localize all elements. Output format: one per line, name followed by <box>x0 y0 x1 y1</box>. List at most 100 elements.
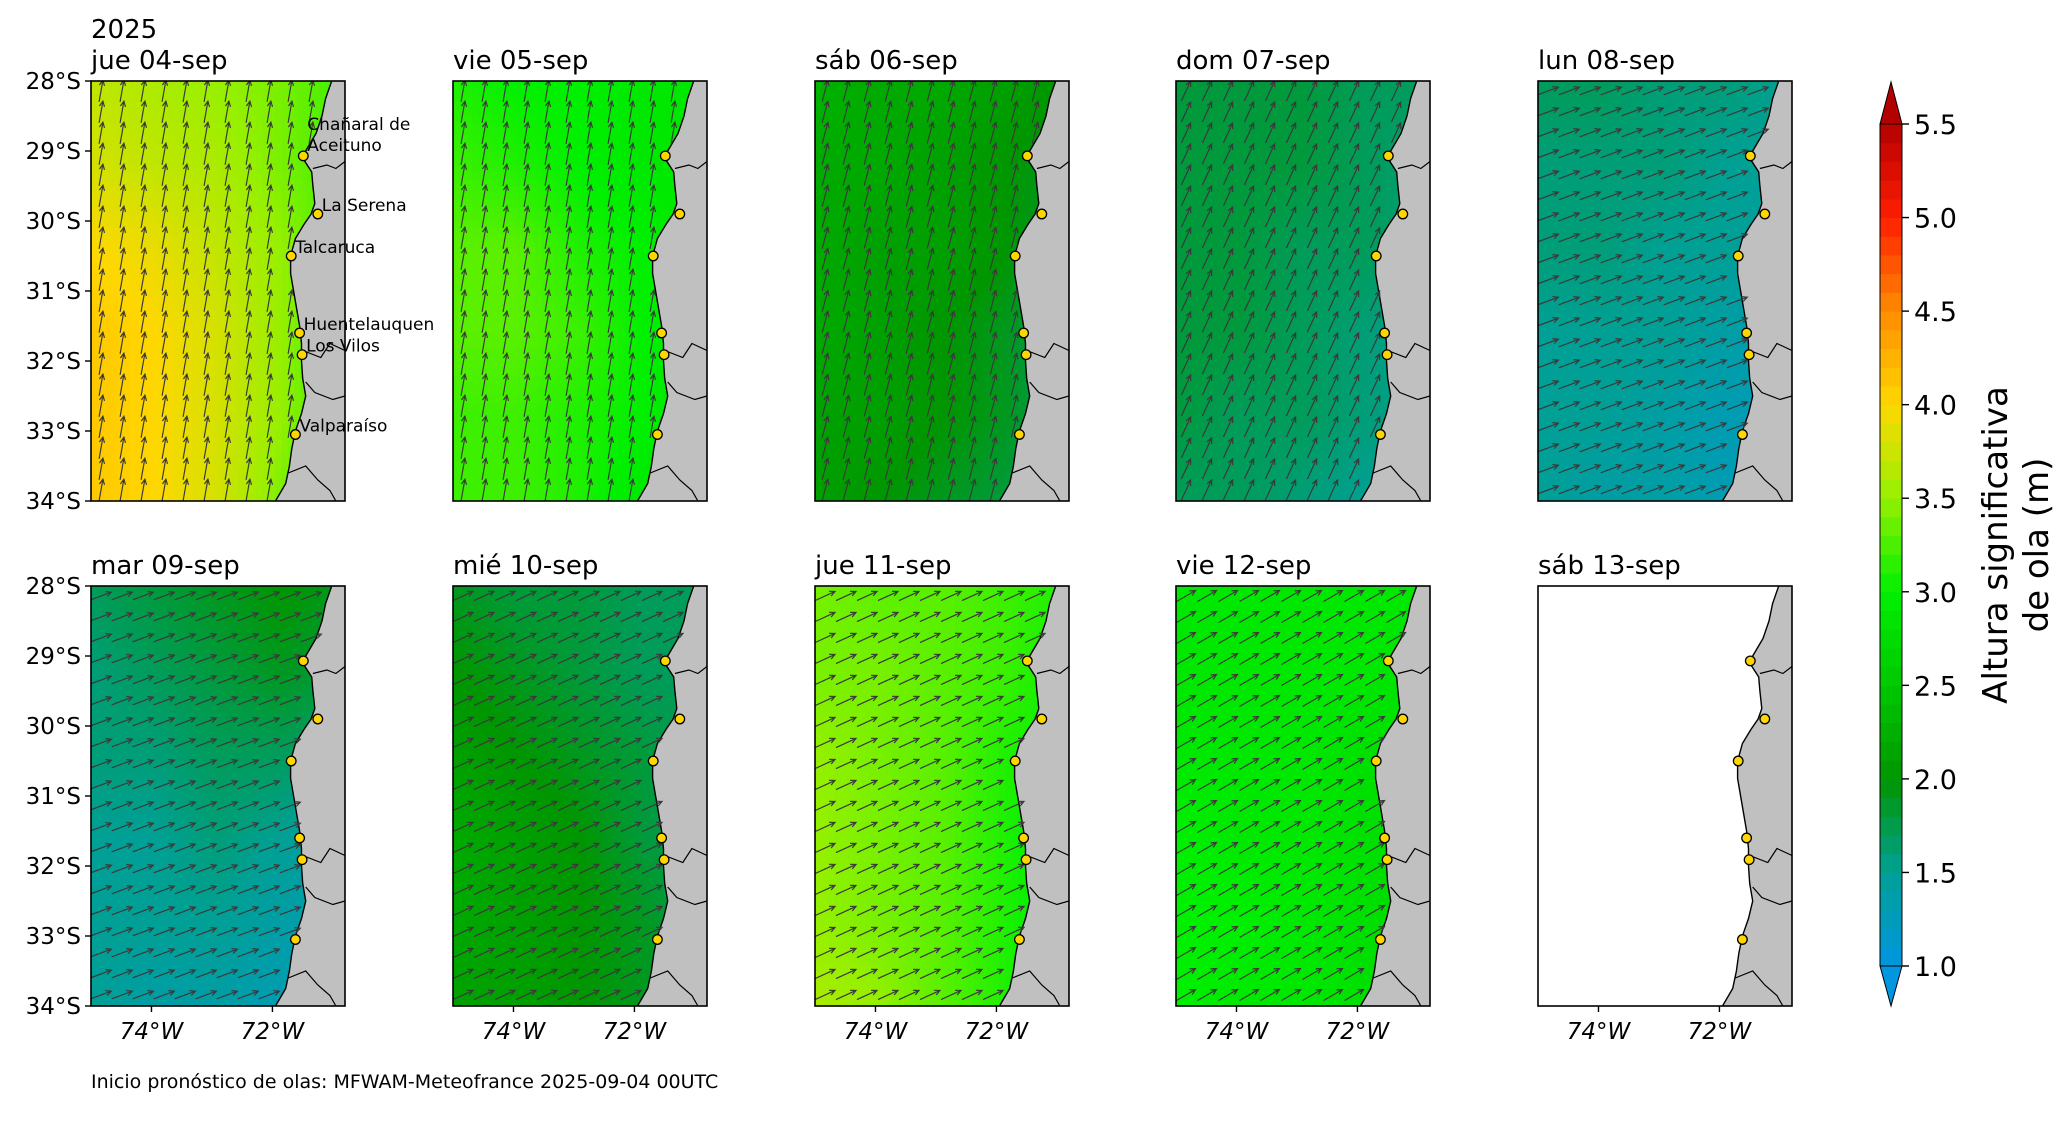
region-border <box>667 381 707 401</box>
location-marker <box>659 150 671 162</box>
x-tick-label: 72°W <box>1688 1019 1753 1045</box>
location-marker <box>658 349 670 361</box>
y-tick-label: 28°S <box>26 69 81 95</box>
panel-title: lun 08-sep <box>1538 46 1675 76</box>
y-tick-label: 34°S <box>26 489 81 515</box>
y-tick-label: 30°S <box>26 209 81 235</box>
map-area <box>1538 81 1792 501</box>
y-tick-label: 30°S <box>26 714 81 740</box>
region-border <box>649 970 699 1006</box>
location-marker <box>1013 934 1025 945</box>
colorbar-band <box>1880 498 1902 518</box>
region-border <box>1387 342 1430 359</box>
colorbar-tick-label: 3.0 <box>1914 578 1957 609</box>
region-border <box>287 970 337 1006</box>
colorbar-tick-label: 4.0 <box>1914 391 1957 422</box>
colorbar-extend-max <box>1879 80 1903 125</box>
region-border <box>664 847 707 864</box>
region-border <box>1026 847 1069 864</box>
map-area <box>1176 586 1430 1006</box>
colorbar-band <box>1880 797 1902 817</box>
panel-title: vie 05-sep <box>453 46 588 76</box>
region-border <box>305 886 345 906</box>
colorbar-label-line2: de ola (m) <box>2017 458 2057 633</box>
region-border <box>1759 666 1792 675</box>
region-border <box>1036 161 1069 170</box>
colorbar-band <box>1880 928 1902 948</box>
panel-title: mar 09-sep <box>91 551 240 581</box>
location-marker <box>297 150 309 162</box>
location-marker <box>1020 349 1032 361</box>
colorbar-band <box>1880 816 1902 836</box>
colorbar-band <box>1880 722 1902 742</box>
colorbar-band <box>1880 647 1902 668</box>
colorbar-band <box>1880 292 1902 312</box>
colorbar-band <box>1880 891 1902 911</box>
location-marker <box>289 934 301 945</box>
location-marker <box>647 250 659 262</box>
panel: mié 10-sep 74°W 72°W <box>452 551 708 1045</box>
colorbar-band <box>1880 348 1902 368</box>
location-marker <box>658 854 670 866</box>
location-marker <box>1021 150 1033 162</box>
axes-frame <box>814 585 1070 1007</box>
y-tick-label: 34°S <box>26 994 81 1020</box>
map-area <box>1176 81 1430 501</box>
panel-title: vie 12-sep <box>1176 551 1311 581</box>
axes-frame <box>1537 80 1793 502</box>
location-marker <box>1732 755 1744 767</box>
colorbar-band <box>1880 835 1902 855</box>
location-marker <box>1036 713 1048 725</box>
y-tick-label: 28°S <box>26 574 81 600</box>
colorbar-band <box>1880 124 1902 144</box>
location-marker <box>1036 208 1048 220</box>
location-marker <box>1018 327 1030 339</box>
panel-title: jue 11-sep <box>814 551 951 581</box>
colorbar-band <box>1880 872 1902 892</box>
location-marker <box>1382 655 1394 667</box>
colorbar-tick-label: 5.5 <box>1914 110 1957 141</box>
map-area <box>815 81 1069 501</box>
location-marker <box>1379 832 1391 844</box>
region-border <box>302 847 345 864</box>
map-area <box>453 586 707 1006</box>
location-marker <box>294 832 306 844</box>
colorbar-band <box>1880 610 1902 630</box>
colorbar-tick-label: 3.5 <box>1914 484 1957 515</box>
location-marker <box>1744 655 1756 667</box>
location-marker <box>1736 429 1748 440</box>
location-marker <box>285 250 297 262</box>
region-border <box>1752 381 1792 401</box>
colorbar-tick-label: 2.5 <box>1914 671 1957 702</box>
region-border <box>1752 886 1792 906</box>
axes-frame <box>814 80 1070 502</box>
y-tick-label: 31°S <box>26 279 81 305</box>
region-border <box>312 161 345 170</box>
colorbar-band <box>1880 273 1902 293</box>
region-border <box>305 381 345 401</box>
location-marker <box>1744 150 1756 162</box>
location-marker <box>1013 429 1025 440</box>
location-label: Chañaral de <box>307 115 410 135</box>
colorbar-band <box>1880 254 1902 275</box>
panel: sáb 06-sep <box>814 46 1070 502</box>
location-marker <box>1374 429 1386 440</box>
x-tick-label: 74°W <box>482 1019 547 1045</box>
location-marker <box>312 713 324 725</box>
location-marker <box>659 655 671 667</box>
location-label: Talcaruca <box>294 238 375 258</box>
axes-frame <box>1175 80 1431 502</box>
colorbar-band <box>1880 161 1902 181</box>
location-marker <box>1370 250 1382 262</box>
colorbar-band <box>1880 217 1902 237</box>
wave-direction-arrows <box>91 591 323 1000</box>
y-tick-label: 33°S <box>26 924 81 950</box>
x-tick-label: 74°W <box>120 1019 185 1045</box>
location-marker <box>1021 655 1033 667</box>
location-marker <box>656 832 668 844</box>
location-marker <box>1759 713 1771 725</box>
region-border <box>1372 970 1422 1006</box>
axes-frame <box>452 80 708 502</box>
